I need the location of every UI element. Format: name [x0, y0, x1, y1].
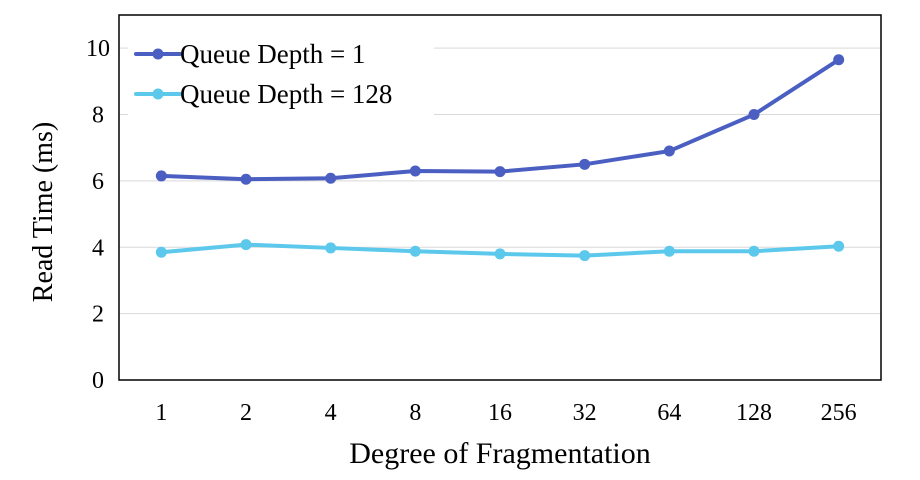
series-1-point-4 [325, 172, 337, 184]
series-1-point-64 [663, 145, 675, 157]
legend-background [128, 28, 434, 120]
x-tick-label-32: 32 [573, 400, 597, 426]
x-tick-label-2: 2 [240, 400, 252, 426]
plot-frame [118, 14, 882, 381]
legend: Queue Depth = 1 Queue Depth = 128 [128, 28, 434, 120]
y-tick-label-0: 0 [92, 368, 104, 394]
y-tick-label-4: 4 [92, 235, 104, 261]
series-1-point-256 [833, 54, 845, 66]
series-1-point-2 [240, 173, 252, 185]
y-axis-label: Read Time (ms) [28, 122, 59, 302]
series-1-point-32 [579, 158, 591, 170]
series-2-point-64 [663, 245, 675, 257]
series-2-point-2 [240, 239, 252, 251]
legend-marker-1 [152, 48, 164, 60]
x-tick-label-8: 8 [409, 400, 421, 426]
series-2-point-256 [833, 240, 845, 252]
y-tick-label-6: 6 [92, 169, 104, 195]
x-tick-labels: 1 2 4 8 16 32 64 128 256 [155, 400, 856, 426]
legend-label-1: Queue Depth = 1 [180, 39, 365, 69]
x-tick-label-4: 4 [325, 400, 337, 426]
x-axis-label: Degree of Fragmentation [349, 437, 651, 470]
legend-label-2: Queue Depth = 128 [180, 79, 392, 109]
series-2-point-4 [325, 242, 337, 254]
legend-marker-2 [152, 88, 164, 100]
x-tick-label-16: 16 [488, 400, 512, 426]
series-2-point-32 [579, 250, 591, 262]
x-tick-label-64: 64 [657, 400, 681, 426]
series-2-point-128 [748, 245, 760, 257]
series-1-point-128 [748, 109, 760, 121]
x-tick-label-256: 256 [821, 400, 857, 426]
series-2-point-8 [409, 245, 421, 257]
series-layer [155, 54, 845, 262]
series-2-point-1 [155, 246, 167, 258]
y-tick-label-8: 8 [92, 103, 104, 129]
series-1-point-8 [409, 165, 421, 177]
y-tick-label-2: 2 [92, 302, 104, 328]
x-tick-label-1: 1 [155, 400, 167, 426]
y-tick-labels: 0 2 4 6 8 10 [86, 36, 110, 394]
y-tick-label-10: 10 [86, 36, 110, 62]
x-tick-label-128: 128 [736, 400, 772, 426]
series-1-point-1 [155, 170, 167, 182]
series-2-point-16 [494, 248, 506, 260]
series-1-point-16 [494, 166, 506, 178]
